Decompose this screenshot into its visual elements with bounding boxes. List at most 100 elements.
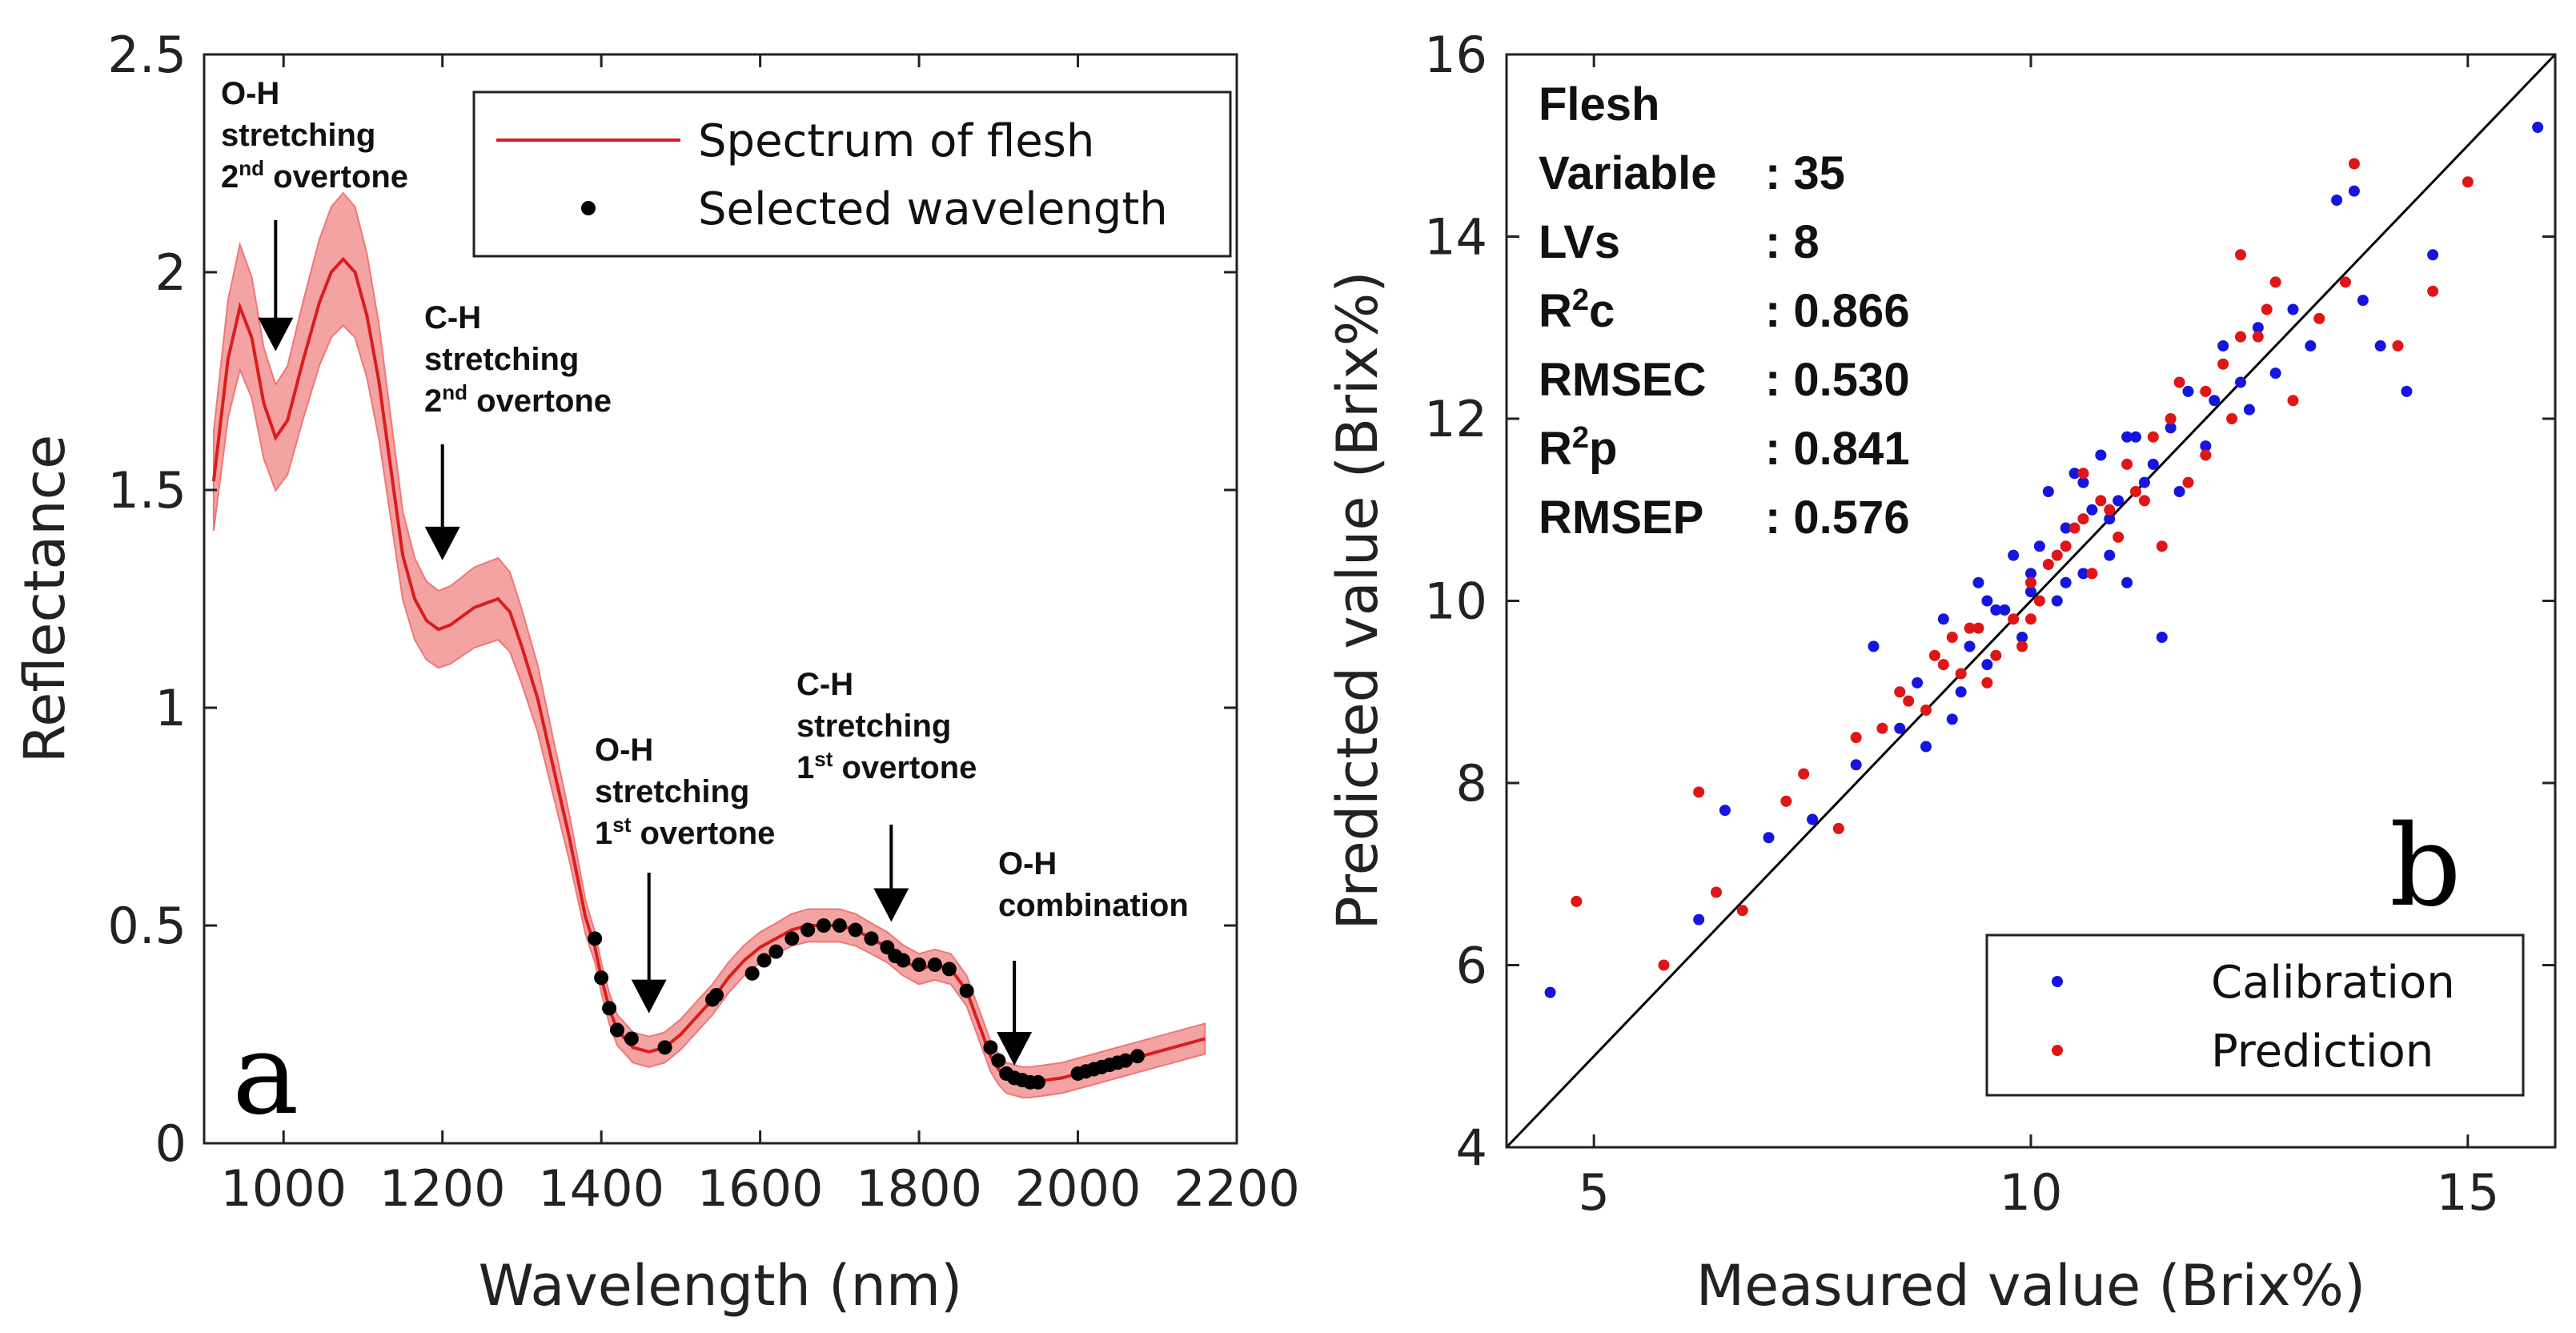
x-tick-label: 1000 — [220, 1159, 347, 1218]
panel-a-y-axis-label: Reflectance — [12, 435, 78, 763]
prediction-point — [2313, 312, 2325, 324]
calibration-point — [1999, 604, 2011, 616]
calibration-point — [2217, 340, 2229, 351]
calibration-point — [1868, 640, 1880, 652]
calibration-point — [2532, 122, 2544, 133]
prediction-point — [2156, 540, 2168, 552]
calibration-point — [2165, 422, 2177, 434]
prediction-point — [1972, 622, 1984, 634]
panel-a-legend: Spectrum of flesh Selected wavelength — [472, 90, 1232, 258]
y-tick-label: 1 — [155, 679, 187, 737]
selected-wavelength-point — [594, 970, 609, 986]
selected-wavelength-point — [832, 918, 847, 933]
annotation-text-line: stretching — [595, 774, 749, 809]
selected-wavelength-point — [624, 1031, 639, 1046]
legend-spectrum-label: Spectrum of flesh — [698, 115, 1094, 167]
panel-b-x-ticks: 5 10 15 — [1578, 54, 2499, 1222]
prediction-point — [1981, 677, 1993, 689]
prediction-point — [2462, 176, 2474, 188]
annotation-text-line: stretching — [424, 342, 579, 377]
prediction-point — [2269, 276, 2281, 288]
calibration-point — [2077, 568, 2089, 580]
stats-line: R2c: 0.866 — [1539, 283, 1910, 337]
y-tick-label: 10 — [1424, 572, 1487, 631]
calibration-point — [2401, 385, 2413, 397]
y-tick-label: 2 — [155, 243, 187, 302]
selected-wavelength-point — [756, 953, 772, 968]
selected-wavelength-point — [784, 931, 800, 946]
calibration-point — [1693, 913, 1705, 925]
selected-wavelength-point — [588, 931, 603, 946]
annotation-text-line: O-H — [998, 846, 1057, 881]
panel-b-legend: Calibration Prediction — [1985, 934, 2525, 1097]
calibration-point — [1850, 759, 1862, 771]
prediction-point — [1658, 959, 1670, 971]
prediction-point — [1876, 722, 1888, 734]
prediction-point — [2138, 495, 2150, 507]
x-tick-label: 2200 — [1174, 1159, 1300, 1218]
x-tick-label: 1800 — [856, 1159, 982, 1218]
prediction-point — [2104, 504, 2116, 516]
panel-b-legend-box — [1985, 934, 2525, 1097]
calibration-point — [2427, 249, 2439, 261]
legend-selected-swatch — [581, 201, 596, 215]
legend-selected-label: Selected wavelength — [698, 183, 1168, 235]
prediction-point — [2173, 376, 2185, 388]
calibration-point — [2147, 458, 2159, 470]
legend-prediction-label: Prediction — [2211, 1026, 2434, 1078]
selected-wavelength-point — [817, 918, 831, 933]
prediction-point — [2340, 276, 2351, 288]
prediction-point — [1693, 786, 1705, 798]
legend-prediction-swatch — [2052, 1045, 2063, 1056]
selected-wavelength-point — [896, 953, 911, 968]
y-tick-label: 14 — [1424, 208, 1487, 267]
prediction-point — [2077, 468, 2089, 480]
prediction-point — [2113, 531, 2125, 543]
selected-wavelength-point — [1030, 1074, 1045, 1090]
selected-wavelength-point — [744, 966, 760, 981]
calibration-point — [2033, 540, 2045, 552]
annotation-text-line: combination — [998, 888, 1189, 923]
prediction-point — [2016, 640, 2028, 652]
calibration-point — [2113, 495, 2125, 507]
calibration-point — [2104, 513, 2116, 525]
stats-line: LVs: 8 — [1539, 216, 1820, 268]
prediction-point — [2165, 413, 2177, 424]
calibration-point — [2104, 549, 2116, 561]
prediction-point — [2077, 513, 2089, 525]
selected-wavelength-point — [657, 1040, 672, 1055]
y-tick-label: 0.5 — [107, 897, 187, 955]
calibration-point — [2060, 522, 2072, 534]
calibration-point — [2051, 595, 2063, 607]
annotation-text-line: C-H — [424, 300, 481, 335]
calibration-point — [1807, 813, 1819, 825]
prediction-point — [1894, 686, 1906, 698]
calibration-point — [2357, 295, 2369, 307]
annotation-text-line: 1st overtone — [796, 747, 977, 785]
calibration-point — [2287, 303, 2299, 315]
prediction-point — [1780, 795, 1792, 807]
annotation-arrow-head — [631, 979, 667, 1014]
y-tick-label: 1.5 — [107, 461, 187, 520]
prediction-point — [2042, 559, 2054, 570]
prediction-point — [1832, 822, 1844, 834]
calibration-point — [2156, 632, 2168, 643]
prediction-point — [1937, 659, 1949, 671]
prediction-point — [2068, 522, 2080, 534]
y-tick-label: 12 — [1424, 390, 1487, 448]
x-tick-label: 1600 — [697, 1159, 824, 1218]
calibration-point — [1920, 741, 1932, 753]
selected-wavelength-point — [800, 922, 816, 938]
selected-wavelength-points — [588, 918, 1145, 1090]
stats-line: RMSEC: 0.530 — [1539, 354, 1910, 406]
y-tick-label: 0 — [155, 1114, 187, 1173]
selected-wavelength-point — [848, 922, 863, 938]
reference-line — [1505, 53, 2557, 1149]
selected-wavelength-point — [1118, 1053, 1134, 1068]
calibration-point — [2095, 449, 2107, 461]
prediction-point — [1571, 895, 1583, 907]
calibration-point — [1981, 659, 1993, 671]
annotation-4: O-H combination — [997, 846, 1189, 1066]
